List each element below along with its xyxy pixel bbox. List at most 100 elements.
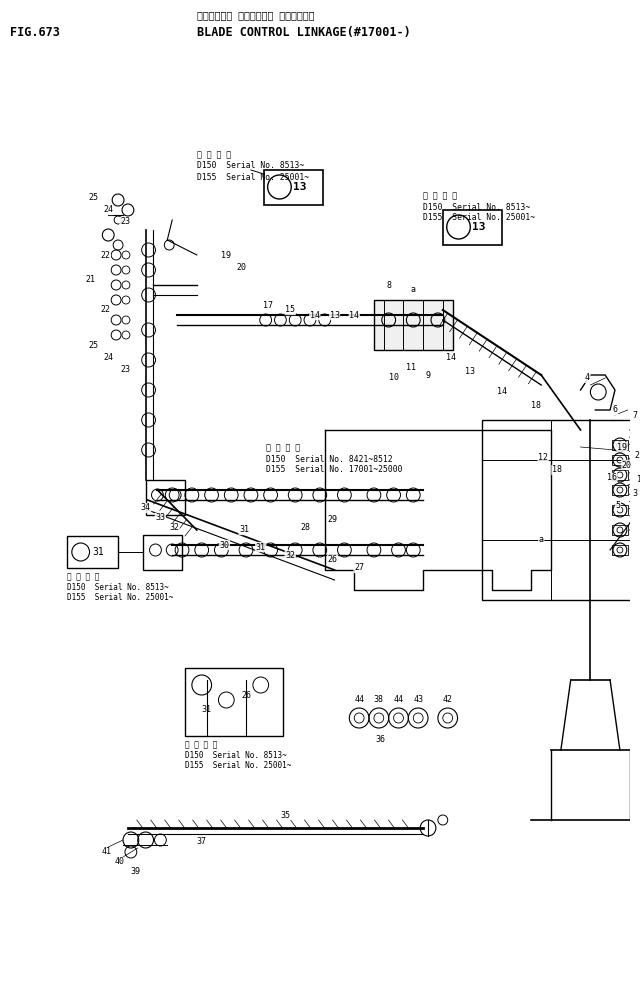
Text: 20: 20 [622, 461, 632, 470]
Text: 34: 34 [141, 503, 150, 512]
Bar [612, 505, 628, 515]
Text: D155  Serial No. 25001~: D155 Serial No. 25001~ [196, 172, 309, 181]
Text: a: a [539, 535, 544, 544]
Text: D155  Serial No. 17001~25000: D155 Serial No. 17001~25000 [266, 466, 402, 475]
Text: 14: 14 [310, 310, 320, 319]
Text: FIG.673: FIG.673 [10, 26, 60, 39]
Text: 28: 28 [300, 522, 310, 531]
Bar [143, 535, 182, 570]
Text: 22: 22 [100, 251, 110, 260]
Text: 43: 43 [413, 696, 423, 705]
Text: 36: 36 [376, 735, 386, 744]
Text: 42: 42 [443, 696, 452, 705]
Text: 40: 40 [115, 857, 125, 866]
Text: 18: 18 [531, 400, 541, 409]
Circle shape [617, 487, 623, 493]
Circle shape [617, 507, 623, 513]
Text: 14: 14 [349, 310, 359, 319]
Text: D150  Serial No. 8513~: D150 Serial No. 8513~ [185, 751, 287, 760]
Circle shape [617, 457, 623, 463]
Text: 13: 13 [293, 182, 307, 192]
Text: 23: 23 [120, 366, 130, 375]
Text: 9: 9 [426, 371, 431, 380]
Text: 26: 26 [241, 691, 251, 700]
Text: 24: 24 [103, 354, 113, 363]
Text: 適 用 号 機: 適 用 号 機 [266, 444, 300, 453]
Bar [612, 545, 628, 555]
Text: 41: 41 [101, 847, 111, 856]
Text: 2: 2 [634, 451, 639, 460]
Bar [264, 170, 323, 205]
Bar [612, 455, 628, 465]
Text: 37: 37 [196, 837, 207, 846]
Text: 32: 32 [285, 550, 295, 560]
Text: 11: 11 [406, 364, 416, 373]
Text: 12: 12 [538, 454, 548, 463]
Text: 33: 33 [156, 513, 165, 522]
Bar [443, 210, 502, 245]
Text: 19: 19 [221, 251, 231, 260]
Text: 14: 14 [497, 387, 507, 396]
Bar [185, 668, 284, 736]
Text: 22: 22 [100, 305, 110, 314]
Text: 26: 26 [328, 556, 337, 565]
Text: 44: 44 [394, 696, 403, 705]
Text: D150  Serial No. 8513~: D150 Serial No. 8513~ [196, 162, 304, 170]
Text: 3: 3 [632, 489, 637, 497]
Bar [612, 470, 628, 480]
Text: 31: 31 [256, 542, 266, 552]
Text: 19: 19 [617, 443, 627, 452]
Text: 7: 7 [632, 410, 637, 419]
Text: D150  Serial No. 8513~: D150 Serial No. 8513~ [67, 584, 169, 593]
Text: 1: 1 [637, 476, 640, 485]
Text: a: a [411, 285, 416, 294]
Circle shape [617, 472, 623, 478]
Text: 27: 27 [354, 564, 364, 573]
Bar [612, 440, 628, 450]
Text: D150  Serial No. 8421~8512: D150 Serial No. 8421~8512 [266, 455, 392, 464]
Text: 16: 16 [607, 474, 617, 483]
Text: D150  Serial No. 8513~: D150 Serial No. 8513~ [423, 202, 531, 211]
Text: 31: 31 [239, 525, 249, 534]
Text: 5: 5 [616, 501, 620, 510]
Bar [612, 525, 628, 535]
Text: 31: 31 [202, 706, 212, 715]
Bar [612, 485, 628, 495]
Bar [374, 300, 452, 350]
Text: 13: 13 [330, 310, 340, 319]
Circle shape [617, 442, 623, 448]
Text: 4: 4 [585, 374, 590, 383]
Text: 39: 39 [131, 867, 141, 876]
Text: 20: 20 [236, 264, 246, 273]
Bar [146, 480, 185, 515]
Text: 25: 25 [88, 193, 99, 202]
Text: 適 用 号 機: 適 用 号 機 [67, 573, 99, 582]
Text: 18: 18 [552, 466, 562, 475]
Circle shape [617, 547, 623, 553]
Text: D155  Serial No. 25001~: D155 Serial No. 25001~ [67, 594, 173, 603]
Text: D155  Serial No. 25001~: D155 Serial No. 25001~ [185, 761, 291, 770]
Text: 17: 17 [262, 300, 273, 309]
Text: 23: 23 [120, 217, 130, 227]
Circle shape [617, 527, 623, 533]
Text: BLADE CONTROL LINKAGE(#17001-): BLADE CONTROL LINKAGE(#17001-) [196, 26, 410, 39]
Text: 8: 8 [386, 280, 391, 289]
Text: 25: 25 [88, 341, 99, 350]
Text: 14: 14 [445, 354, 456, 363]
Text: 15: 15 [285, 305, 295, 314]
Bar [482, 420, 640, 600]
Text: 10: 10 [388, 374, 399, 383]
Text: 32: 32 [169, 523, 179, 532]
Circle shape [114, 216, 122, 224]
Text: 29: 29 [328, 515, 337, 524]
Text: ブ・レート・ コントロール リンケージ・: ブ・レート・ コントロール リンケージ・ [196, 10, 314, 20]
Text: 13: 13 [465, 368, 476, 377]
Bar [67, 536, 118, 568]
Text: 31: 31 [93, 547, 104, 557]
Text: 適 用 号 機: 適 用 号 機 [185, 740, 218, 749]
Text: 適 用 号 機: 適 用 号 機 [196, 151, 231, 160]
Text: 38: 38 [374, 696, 384, 705]
Text: 30: 30 [220, 540, 229, 549]
Text: 13: 13 [472, 222, 486, 232]
Text: 6: 6 [612, 405, 618, 414]
